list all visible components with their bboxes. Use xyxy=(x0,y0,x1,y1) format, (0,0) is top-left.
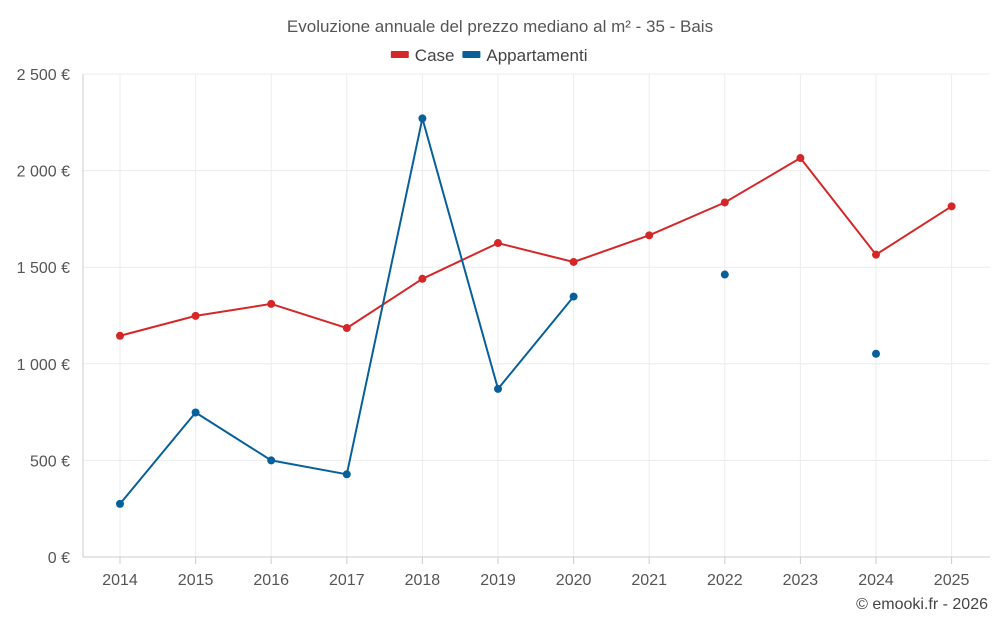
x-tick-label: 2021 xyxy=(631,572,667,589)
chart-title: Evoluzione annuale del prezzo mediano al… xyxy=(287,17,713,36)
x-tick-label: 2015 xyxy=(178,572,214,589)
y-tick-label: 500 € xyxy=(30,453,70,470)
series-appartamenti xyxy=(116,114,880,508)
x-tick-label: 2020 xyxy=(556,572,592,589)
x-tick-label: 2018 xyxy=(405,572,441,589)
data-point-appartamenti xyxy=(116,499,124,508)
data-point-case xyxy=(569,257,578,266)
series-layer xyxy=(116,114,956,508)
legend-label-appartamenti: Appartamenti xyxy=(486,46,587,65)
series-case xyxy=(116,154,956,340)
data-point-case xyxy=(872,250,880,259)
legend: Case Appartamenti xyxy=(390,46,588,65)
series-line-case xyxy=(119,157,953,337)
data-point-appartamenti xyxy=(720,270,729,279)
legend-item-case: Case xyxy=(390,46,455,65)
x-tick-label: 2019 xyxy=(480,572,516,589)
x-tick-label: 2025 xyxy=(934,572,970,589)
data-point-appartamenti xyxy=(569,292,578,301)
data-point-case xyxy=(947,202,956,211)
data-point-case xyxy=(342,324,351,333)
y-tick-label: 0 € xyxy=(48,550,70,567)
data-point-appartamenti xyxy=(872,349,880,358)
data-point-case xyxy=(267,299,276,308)
data-point-case xyxy=(720,198,729,207)
y-axis: 0 € 500 € 1 000 € 1 500 € 2 000 € 2 500 € xyxy=(17,67,84,567)
data-point-appartamenti xyxy=(494,384,502,393)
legend-swatch-case xyxy=(390,51,409,58)
credit-text: © emooki.fr - 2026 xyxy=(856,596,988,613)
x-axis: 2014 2015 2016 2017 2018 2019 2020 2021 2022 2023… xyxy=(83,556,990,589)
y-tick-label: 2 000 € xyxy=(17,164,70,181)
x-tick-label: 2014 xyxy=(102,572,138,589)
data-point-appartamenti xyxy=(418,114,427,123)
data-point-appartamenti xyxy=(191,408,200,417)
data-point-case xyxy=(494,239,502,248)
x-tick-label: 2024 xyxy=(858,572,894,589)
data-point-appartamenti xyxy=(267,456,276,465)
x-tick-label: 2017 xyxy=(329,572,365,589)
data-point-appartamenti xyxy=(342,470,351,479)
gridlines xyxy=(83,73,990,557)
y-tick-label: 1 000 € xyxy=(17,357,70,374)
legend-label-case: Case xyxy=(415,46,455,65)
data-point-case xyxy=(116,331,124,340)
y-tick-label: 1 500 € xyxy=(17,260,70,277)
y-tick-label: 2 500 € xyxy=(17,67,70,84)
data-point-case xyxy=(191,311,200,320)
x-tick-label: 2016 xyxy=(253,572,289,589)
legend-item-appartamenti: Appartamenti xyxy=(462,46,588,65)
x-tick-label: 2023 xyxy=(783,572,819,589)
data-point-case xyxy=(418,274,427,283)
legend-swatch-appartamenti xyxy=(462,51,481,58)
x-tick-label: 2022 xyxy=(707,572,743,589)
data-point-case xyxy=(645,231,654,240)
data-point-case xyxy=(796,154,805,163)
